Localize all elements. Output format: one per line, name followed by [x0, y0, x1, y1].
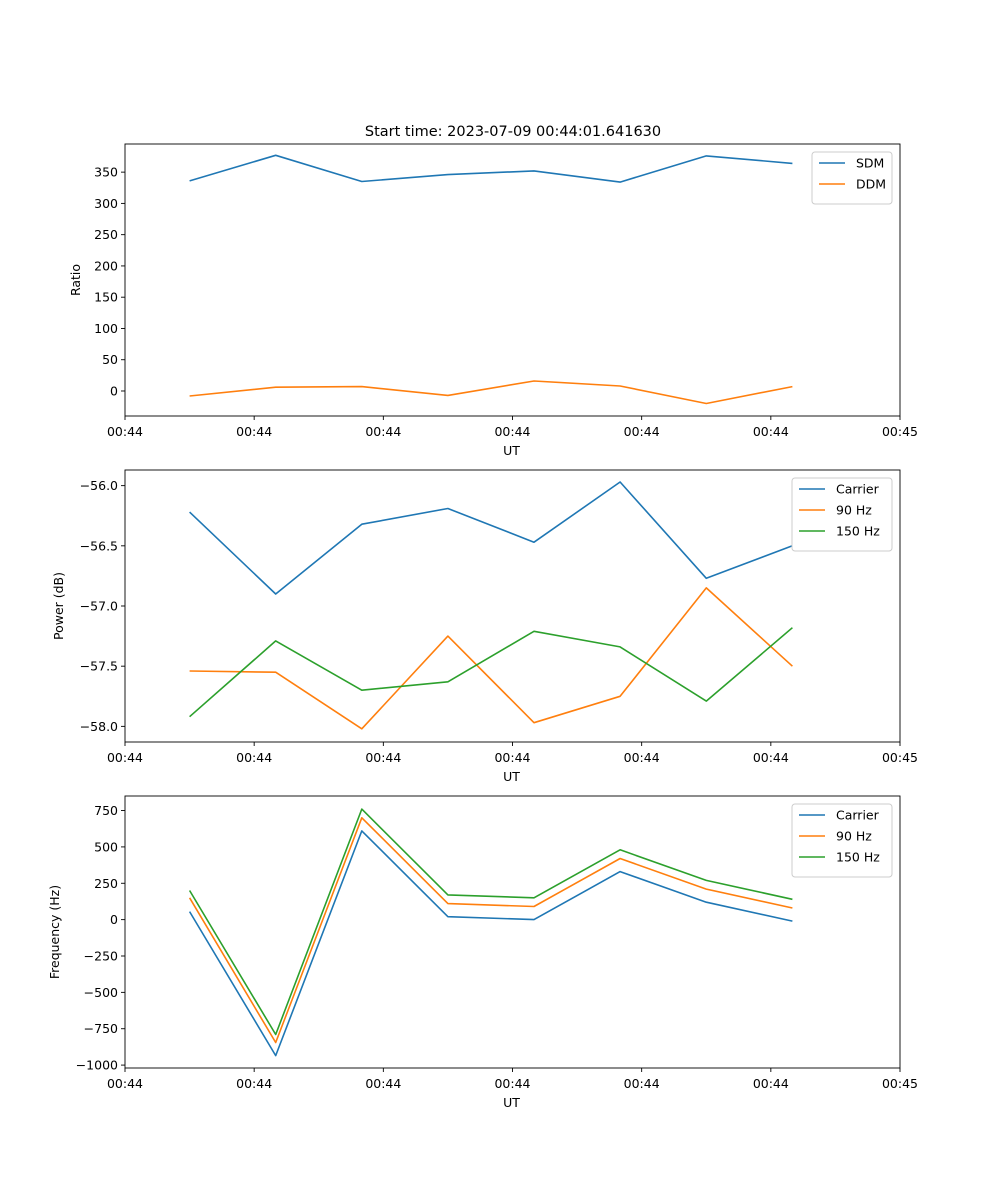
ratio-x-tick-label: 00:45 — [882, 424, 918, 439]
frequency-y-tick-label: 500 — [94, 839, 118, 854]
power-x-tick-label: 00:44 — [107, 750, 143, 765]
ratio-x-tick-label: 00:44 — [624, 424, 660, 439]
ratio-series-sdm — [189, 154, 793, 183]
power-legend-label-150-hz: 150 Hz — [836, 524, 880, 539]
ratio-legend-label-sdm: SDM — [856, 156, 884, 171]
ratio-panel: 00:44 00:44 00:44 00:44 00:44 00:44 00:45 0 50 10… — [68, 143, 918, 458]
frequency-y-tick-label: 750 — [94, 803, 118, 818]
frequency-y-tick-label: −750 — [84, 1021, 118, 1036]
frequency-x-tick-label: 00:44 — [236, 1076, 272, 1091]
frequency-legend-label-carrier: Carrier — [836, 808, 880, 823]
power-x-tick-label: 00:44 — [236, 750, 272, 765]
frequency-legend-frame — [791, 803, 893, 878]
ratio-x-tick-label: 00:44 — [494, 424, 530, 439]
frequency-x-tick-label: 00:45 — [882, 1076, 918, 1091]
power-x-tick-label: 00:45 — [882, 750, 918, 765]
power-legend-label-90-hz: 90 Hz — [836, 503, 872, 518]
frequency-y-tick-label: 250 — [94, 876, 118, 891]
figure-title: Start time: 2023-07-09 00:44:01.641630 — [365, 124, 661, 140]
power-series-150-hz — [189, 627, 793, 718]
ratio-axes-frame — [124, 143, 901, 417]
frequency-legend: Carrier 90 Hz 150 Hz — [791, 803, 893, 878]
frequency-x-tick-label: 00:44 — [365, 1076, 401, 1091]
frequency-panel: 00:44 00:44 00:44 00:44 00:44 00:44 00:45 −1000… — [47, 795, 918, 1110]
ratio-y-tick-label: 0 — [110, 383, 118, 398]
power-y-tick-label: −58.0 — [80, 719, 118, 734]
ratio-x-tick-label: 00:44 — [236, 424, 272, 439]
ratio-y-tick-label: 50 — [102, 352, 118, 367]
power-y-tick-label: −57.5 — [80, 659, 118, 674]
power-legend: Carrier 90 Hz 150 Hz — [791, 477, 893, 552]
power-x-tick-label: 00:44 — [494, 750, 530, 765]
ratio-y-axis-label: Ratio — [68, 264, 83, 296]
power-legend-frame — [791, 477, 893, 552]
frequency-axes-frame — [124, 795, 901, 1069]
frequency-legend-label-90-hz: 90 Hz — [836, 829, 872, 844]
frequency-legend-label-150-hz: 150 Hz — [836, 850, 880, 865]
power-panel: 00:44 00:44 00:44 00:44 00:44 00:44 00:45 −58.0… — [51, 469, 918, 784]
frequency-series-150-hz — [188, 808, 793, 1036]
frequency-x-tick-label: 00:44 — [753, 1076, 789, 1091]
power-series-90-hz — [189, 587, 793, 730]
ratio-x-tick-label: 00:44 — [365, 424, 401, 439]
power-x-tick-label: 00:44 — [624, 750, 660, 765]
ratio-legend-frame — [811, 151, 893, 205]
ratio-x-tick-label: 00:44 — [753, 424, 789, 439]
power-x-axis-label: UT — [503, 769, 520, 784]
power-y-axis-label: Power (dB) — [51, 572, 66, 640]
ratio-y-tick-label: 300 — [94, 196, 118, 211]
ratio-y-tick-label: 150 — [94, 290, 118, 305]
ratio-y-tick-label: 100 — [94, 321, 118, 336]
ratio-legend: SDM DDM — [811, 151, 893, 205]
ratio-y-tick-label: 250 — [94, 227, 118, 242]
ratio-y-tick-label: 200 — [94, 258, 118, 273]
frequency-x-axis-label: UT — [503, 1095, 520, 1110]
power-y-tick-label: −56.0 — [80, 478, 118, 493]
frequency-y-tick-label: −1000 — [76, 1058, 118, 1073]
power-legend-label-carrier: Carrier — [836, 482, 880, 497]
frequency-series-90-hz — [188, 816, 793, 1044]
ratio-x-tick-label: 00:44 — [107, 424, 143, 439]
power-y-tick-label: −57.0 — [80, 599, 118, 614]
frequency-x-tick-label: 00:44 — [107, 1076, 143, 1091]
power-x-tick-label: 00:44 — [365, 750, 401, 765]
ratio-x-axis-label: UT — [503, 443, 520, 458]
ratio-y-tick-label: 350 — [94, 165, 118, 180]
frequency-y-tick-label: 0 — [110, 912, 118, 927]
frequency-x-tick-label: 00:44 — [494, 1076, 530, 1091]
frequency-series-carrier — [188, 830, 793, 1057]
frequency-y-tick-label: −250 — [84, 949, 118, 964]
frequency-y-tick-label: −500 — [84, 985, 118, 1000]
power-x-tick-label: 00:44 — [753, 750, 789, 765]
power-series-carrier — [189, 481, 793, 595]
ratio-legend-label-ddm: DDM — [856, 177, 886, 192]
ratio-series-ddm — [189, 380, 793, 405]
frequency-y-axis-label: Frequency (Hz) — [47, 885, 62, 979]
frequency-x-tick-label: 00:44 — [624, 1076, 660, 1091]
power-y-tick-label: −56.5 — [80, 538, 118, 553]
